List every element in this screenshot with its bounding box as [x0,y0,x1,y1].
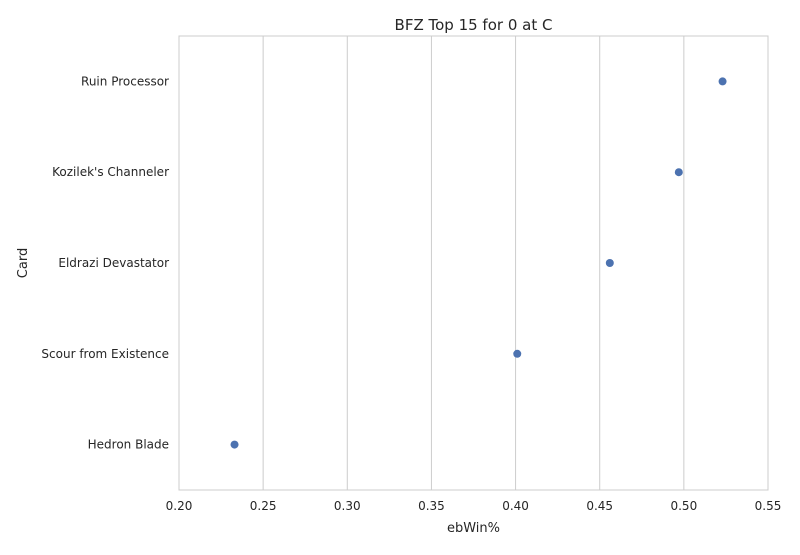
data-point [605,259,614,267]
x-tick-label: 0.20 [166,499,193,513]
grid [178,36,769,490]
y-tick-label: Eldrazi Devastator [58,256,169,270]
x-tick-label: 0.40 [502,499,529,513]
y-tick-label: Ruin Processor [81,74,169,88]
x-tick-labels: 0.20 0.25 0.30 0.35 0.40 0.45 0.50 0.55 [166,499,782,513]
data-point [718,77,727,86]
y-axis-label: Card [16,248,31,278]
plot-frame [178,35,769,491]
y-tick-labels: Ruin Processor Kozilek's Channeler Eldrazi… [41,74,169,451]
data-point [230,440,239,449]
x-tick-label: 0.55 [755,499,782,513]
data-points [230,77,727,449]
y-tick-label: Scour from Existence [41,347,169,361]
x-tick-label: 0.30 [334,499,361,513]
chart-title: BFZ Top 15 for 0 at C [395,16,553,34]
x-tick-label: 0.50 [670,499,697,513]
x-tick-label: 0.25 [250,499,277,513]
x-tick-label: 0.45 [586,499,613,513]
x-axis-label: ebWin% [447,521,500,536]
y-tick-label: Hedron Blade [88,438,169,452]
data-point [513,349,522,358]
x-tick-label: 0.35 [418,499,445,513]
data-point [674,168,683,177]
y-tick-label: Kozilek's Channeler [52,165,169,179]
